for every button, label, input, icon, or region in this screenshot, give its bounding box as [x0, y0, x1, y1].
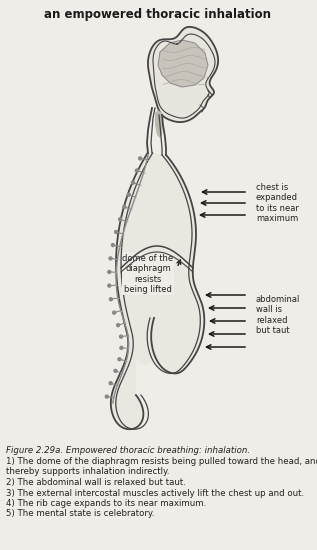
Polygon shape — [111, 153, 204, 429]
Circle shape — [119, 218, 121, 221]
Circle shape — [117, 323, 120, 327]
Text: 2) The abdominal wall is relaxed but taut.: 2) The abdominal wall is relaxed but tau… — [6, 478, 186, 487]
Text: Figure 2.29a. Empowered thoracic breathing: inhalation.: Figure 2.29a. Empowered thoracic breathi… — [6, 446, 250, 455]
Circle shape — [105, 395, 108, 398]
Circle shape — [108, 271, 111, 273]
Circle shape — [120, 346, 123, 349]
Text: 5) The mental state is celebratory.: 5) The mental state is celebratory. — [6, 509, 154, 519]
Polygon shape — [158, 40, 208, 87]
Circle shape — [135, 169, 138, 172]
Polygon shape — [155, 110, 163, 138]
Circle shape — [111, 244, 114, 246]
Polygon shape — [148, 27, 218, 122]
Text: an empowered thoracic inhalation: an empowered thoracic inhalation — [44, 8, 271, 21]
Circle shape — [132, 181, 134, 184]
Text: abdominal
wall is
relaxed
but taut: abdominal wall is relaxed but taut — [256, 295, 301, 335]
Circle shape — [139, 157, 142, 160]
Text: 4) The rib cage expands to its near maximum.: 4) The rib cage expands to its near maxi… — [6, 499, 206, 508]
Text: 3) The external intercostal muscles actively lift the chest up and out.: 3) The external intercostal muscles acti… — [6, 488, 304, 498]
Circle shape — [114, 370, 117, 372]
Text: thereby supports inhalation indirectly.: thereby supports inhalation indirectly. — [6, 468, 170, 476]
Circle shape — [123, 205, 126, 208]
Circle shape — [108, 284, 111, 287]
Text: chest is
expanded
to its near
maximum: chest is expanded to its near maximum — [256, 183, 299, 223]
Circle shape — [109, 298, 113, 301]
Circle shape — [109, 382, 112, 384]
Circle shape — [118, 358, 121, 361]
Circle shape — [120, 335, 123, 338]
Text: 1) The dome of the diaphragm resists being pulled toward the head, and: 1) The dome of the diaphragm resists bei… — [6, 457, 317, 466]
Circle shape — [109, 257, 112, 260]
Circle shape — [115, 230, 118, 234]
Circle shape — [113, 311, 116, 314]
Circle shape — [127, 193, 130, 196]
Text: dome of the
diaphragm
resists
being lifted: dome of the diaphragm resists being lift… — [122, 254, 174, 294]
